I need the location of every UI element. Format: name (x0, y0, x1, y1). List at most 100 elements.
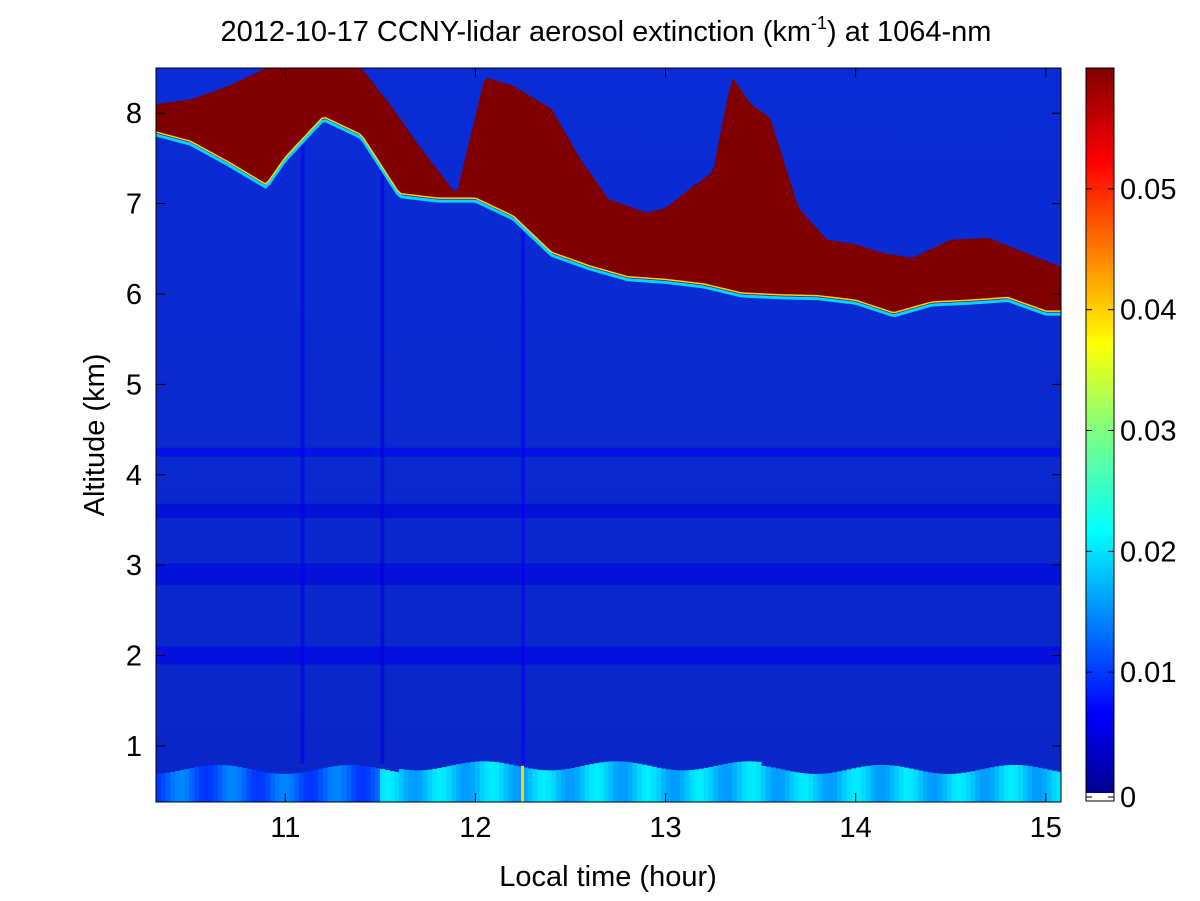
signal-streak (380, 122, 385, 765)
boundary-layer-cell (584, 764, 591, 802)
boundary-layer-cell (956, 773, 962, 802)
y-axis: 1 2 3 4 5 6 7 8 (126, 98, 1061, 763)
boundary-layer-cell (313, 769, 319, 802)
boundary-layer-cell (775, 768, 781, 802)
colorbar-frame (1085, 67, 1115, 802)
boundary-layer-cell (575, 767, 581, 802)
x-tick-label: 11 (270, 812, 300, 844)
boundary-layer-cell (932, 773, 938, 802)
boundary-layer-cell (346, 764, 352, 802)
chart-title-tail: ) at 1064-nm (827, 16, 991, 48)
boundary-layer-cell (746, 761, 752, 802)
colorbar: 0 0.01 0.02 0.03 0.04 0.05 (1085, 67, 1176, 814)
colorbar-tick-label: 0.02 (1120, 536, 1176, 568)
background-field (156, 68, 1061, 802)
boundary-layer-cell (970, 771, 976, 802)
boundary-layer-cell (618, 761, 624, 802)
boundary-layer-cell (732, 762, 738, 802)
boundary-layer-cell (994, 766, 1000, 802)
boundary-layer-cell (198, 766, 205, 802)
boundary-layer-cell (637, 763, 643, 802)
boundary-layer-cell (417, 770, 424, 802)
boundary-layer-cell (351, 764, 357, 802)
chart-title-superscript: -1 (811, 13, 827, 33)
boundary-layer-cell (808, 773, 814, 802)
boundary-layer-cell (375, 768, 381, 802)
boundary-layer-cell (527, 768, 533, 802)
x-tick-label: 14 (840, 812, 872, 844)
boundary-layer-cell (489, 761, 495, 802)
boundary-layer-cell (779, 769, 786, 802)
boundary-layer-cell (541, 770, 548, 802)
boundary-layer-cell (903, 767, 910, 802)
boundary-layer-cell (308, 770, 314, 802)
boundary-layer-cell (522, 767, 529, 802)
boundary-layer-cell (832, 772, 838, 802)
boundary-layer-cell (389, 771, 395, 802)
boundary-layer-cell (737, 761, 743, 802)
boundary-layer-cell (565, 768, 571, 802)
boundary-layer-cell (813, 773, 819, 802)
signal-streak (300, 122, 305, 765)
boundary-layer-cell (446, 766, 452, 802)
boundary-layer-cell (803, 773, 810, 802)
boundary-layer-cell (741, 761, 748, 802)
boundary-layer-cell (156, 773, 162, 802)
boundary-layer-cell (265, 772, 271, 802)
boundary-layer-cell (513, 765, 519, 802)
boundary-layer-cell (498, 762, 505, 802)
boundary-layer-cell (1008, 764, 1014, 802)
boundary-layer-cell (594, 763, 600, 802)
boundary-layer-cell (1037, 767, 1043, 802)
boundary-layer-cell (889, 765, 895, 802)
boundary-layer-cell (837, 771, 843, 802)
boundary-layer-cell (184, 769, 190, 802)
boundary-layer-cell (851, 768, 857, 802)
boundary-layer-cell (413, 770, 419, 802)
boundary-layer-cell (208, 765, 214, 802)
boundary-layer-cell (884, 765, 891, 802)
boundary-layer-cell (946, 773, 953, 802)
boundary-layer-cell (927, 772, 933, 802)
boundary-layer-cell (727, 763, 733, 802)
boundary-layer-cell (203, 765, 209, 802)
boundary-layer-cell (665, 769, 672, 802)
colorbar-zero-swatch (1086, 793, 1114, 801)
boundary-layer-cell (165, 772, 171, 802)
boundary-layer-cell (475, 761, 481, 802)
boundary-layer-cell (765, 766, 772, 802)
boundary-layer-cell (818, 773, 824, 802)
boundary-layer-cell (722, 763, 729, 802)
boundary-layer-cell (675, 770, 681, 802)
boundary-layer-cell (213, 764, 219, 802)
boundary-layer-cell (256, 770, 262, 802)
boundary-layer-cell (360, 765, 367, 802)
boundary-layer-cell (603, 761, 610, 802)
boundary-layer-cell (227, 765, 233, 802)
boundary-layer-cell (608, 761, 614, 802)
boundary-layer-cell (1003, 765, 1010, 802)
boundary-layer-cell (937, 773, 943, 802)
boundary-layer-cell (556, 769, 562, 802)
boundary-layer-cell (875, 765, 881, 802)
boundary-layer-cell (922, 771, 929, 802)
boundary-layer-cell (703, 767, 710, 802)
boundary-layer-cell (1041, 768, 1048, 802)
boundary-layer-cell (694, 769, 700, 802)
cloud-base-edge-inner (156, 117, 1061, 314)
boundary-layer-cell (670, 769, 676, 802)
boundary-layer-cell (222, 765, 229, 802)
boundary-layer-cell (1013, 764, 1019, 802)
y-axis-label: Altitude (km) (79, 354, 111, 517)
boundary-layer-cell (470, 761, 476, 802)
boundary-layer-cell (518, 766, 524, 802)
colorbar-tick-label: 0.03 (1120, 416, 1176, 448)
boundary-layer-cell (613, 761, 619, 802)
boundary-layer-cell (1056, 771, 1061, 802)
boundary-layer-cell (303, 771, 310, 802)
boundary-layer-cell (799, 773, 805, 802)
chart-title-main: 2012-10-17 CCNY-lidar aerosol extinction… (221, 16, 811, 48)
colorbar-tick-label: 0.04 (1120, 295, 1176, 327)
boundary-layer-cell (422, 770, 429, 802)
boundary-layer-cell (989, 767, 995, 802)
